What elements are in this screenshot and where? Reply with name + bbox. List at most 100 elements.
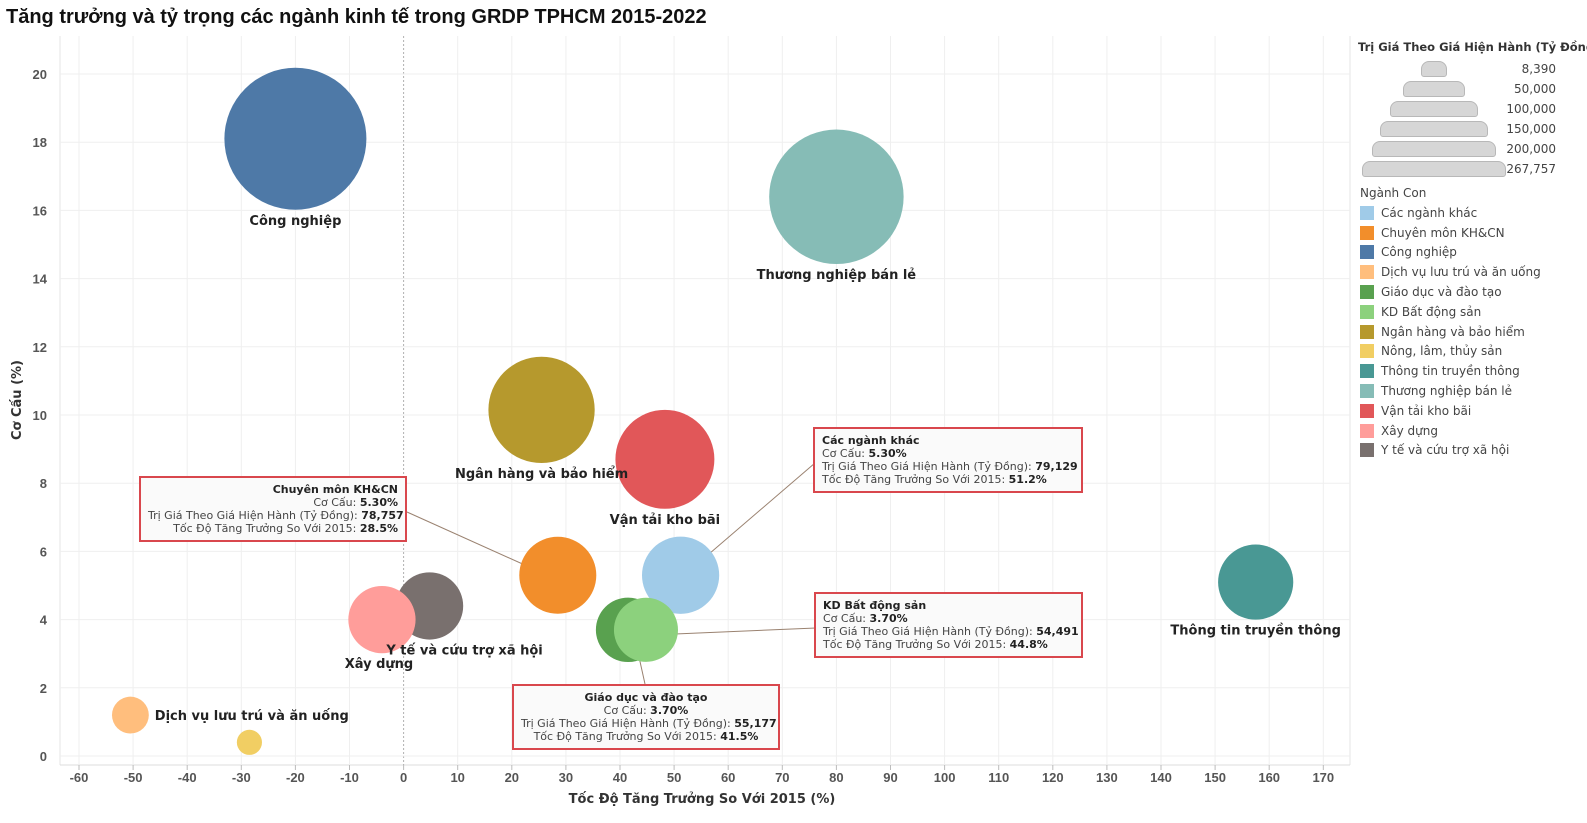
legend-swatch [1360, 265, 1374, 280]
legend-label: Dịch vụ lưu trú và ăn uống [1381, 265, 1541, 280]
size-legend-value: 150,000 [1506, 122, 1556, 136]
bubble-thuong-nghiep-ban-le[interactable] [769, 129, 904, 264]
bubble-label-dich-vu-luu-tru-va-an-uong: Dịch vụ lưu trú và ăn uống [155, 709, 349, 724]
legend-swatch [1360, 443, 1374, 458]
color-legend: Ngành Con Các ngành khác Chuyên môn KH&CN… [1360, 186, 1541, 460]
x-tick-label: -50 [124, 770, 143, 785]
chart-title: Tăng trưởng và tỷ trọng các ngành kinh t… [6, 6, 707, 28]
tooltip-row-toc-do: Tốc Độ Tăng Trưởng So Với 2015: 28.5% [173, 522, 398, 535]
x-tick-label: 20 [505, 770, 519, 785]
legend-swatch [1360, 205, 1374, 220]
legend-item-xay-dung[interactable]: Xây dựng [1360, 421, 1541, 441]
x-axis-label: Tốc Độ Tăng Trưởng So Với 2015 (%) [569, 792, 836, 807]
bubble-cong-nghiep[interactable] [224, 67, 367, 210]
legend-label: Nông, lâm, thủy sản [1381, 344, 1503, 359]
x-tick-label: 70 [775, 770, 789, 785]
tooltip-title: KD Bất động sản [823, 599, 927, 612]
y-tick-label: 12 [33, 340, 47, 355]
tooltip-row-tri-gia: Trị Giá Theo Giá Hiện Hành (Tỷ Đồng): 78… [148, 509, 404, 522]
size-legend-title: Trị Giá Theo Giá Hiện Hành (Tỷ Đồng) [1358, 40, 1587, 54]
x-tick-label: 100 [934, 770, 956, 785]
y-tick-label: 4 [40, 613, 48, 628]
x-tick-label: -40 [178, 770, 197, 785]
size-legend-shape [1362, 161, 1506, 177]
bubble-chuyen-mon-kh-cn[interactable] [519, 536, 597, 614]
size-legend-value: 200,000 [1506, 142, 1556, 156]
legend-swatch [1360, 364, 1374, 379]
legend-item-y-te-va-cuu-tro-xa-hoi[interactable]: Y tế và cứu trợ xã hội [1360, 441, 1541, 461]
legend-label: Các ngành khác [1381, 205, 1478, 220]
tooltip-row-toc-do: Tốc Độ Tăng Trưởng So Với 2015: 41.5% [533, 730, 759, 743]
bubble-thong-tin-truyen-thong[interactable] [1218, 544, 1294, 620]
bubble-nong-lam-thuy-san[interactable] [236, 729, 262, 755]
size-legend: Trị Giá Theo Giá Hiện Hành (Tỷ Đồng) 8,3… [1358, 40, 1587, 179]
y-tick-label: 2 [40, 681, 47, 696]
legend-item-cong-nghiep[interactable]: Công nghiệp [1360, 243, 1541, 263]
x-tick-label: 60 [721, 770, 735, 785]
legend-swatch [1360, 245, 1374, 260]
bubble-label-y-te-va-cuu-tro-xa-hoi: Y tế và cứu trợ xã hội [385, 644, 542, 659]
tooltip-title: Chuyên môn KH&CN [272, 483, 398, 496]
bubble-label-layer: Công nghiệp Thương nghiệp bán lẻ Ngân hàng… [155, 214, 1341, 724]
x-tick-label: 110 [988, 770, 1009, 785]
legend-swatch [1360, 225, 1374, 240]
bubble-ngan-hang-va-bao-hiem[interactable] [488, 356, 595, 464]
x-tick-label: 130 [1096, 770, 1118, 785]
y-tick-label: 14 [33, 272, 48, 287]
legend-swatch [1360, 304, 1374, 319]
tooltip-kd-bat-dong-san: KD Bất động sản Cơ Cấu: 3.70% Trị Giá Th… [814, 592, 1083, 658]
x-tick-label: 150 [1204, 770, 1226, 785]
legend-label: Y tế và cứu trợ xã hội [1381, 443, 1510, 458]
size-legend-rows: 8,390 50,000 100,000 150,000 200,000 267,757 [1358, 59, 1586, 179]
size-legend-value: 8,390 [1521, 62, 1556, 76]
tooltip-chuyen-mon: Chuyên môn KH&CN Cơ Cấu: 5.30% Trị Giá T… [139, 476, 407, 542]
legend-item-thuong-nghiep-ban-le[interactable]: Thương nghiệp bán lẻ [1360, 381, 1541, 401]
tooltip-row-co-cau: Cơ Cấu: 5.30% [822, 447, 907, 460]
size-legend-row: 50,000 [1358, 79, 1586, 99]
legend-swatch [1360, 344, 1374, 359]
legend-item-dich-vu-luu-tru-va-an-uong[interactable]: Dịch vụ lưu trú và ăn uống [1360, 262, 1541, 282]
tooltip-title: Giáo dục và đào tạo [584, 691, 708, 704]
legend-label: Chuyên môn KH&CN [1381, 225, 1505, 240]
bubble-xay-dung[interactable] [348, 585, 416, 654]
legend-item-ngan-hang-va-bao-hiem[interactable]: Ngân hàng và bảo hiểm [1360, 322, 1541, 342]
x-tick-label: 170 [1312, 770, 1334, 785]
tooltip-cac-nganh-khac: Các ngành khác Cơ Cấu: 5.30% Trị Giá The… [813, 427, 1083, 493]
y-tick-label: 16 [33, 203, 47, 218]
legend-swatch [1360, 324, 1374, 339]
bubble-label-xay-dung: Xây dựng [345, 657, 414, 672]
bubble-van-tai-kho-bai[interactable] [615, 409, 715, 509]
legend-item-thong-tin-truyen-thong[interactable]: Thông tin truyền thông [1360, 361, 1541, 381]
legend-swatch [1360, 285, 1374, 300]
legend-item-giao-duc-va-dao-tao[interactable]: Giáo dục và đào tạo [1360, 282, 1541, 302]
x-tick-label: -10 [340, 770, 359, 785]
legend-item-van-tai-kho-bai[interactable]: Vận tải kho bãi [1360, 401, 1541, 421]
legend-item-kd-bat-dong-san[interactable]: KD Bất động sản [1360, 302, 1541, 322]
legend-item-chuyen-mon-kh-cn[interactable]: Chuyên môn KH&CN [1360, 223, 1541, 243]
bubble-dich-vu-luu-tru-va-an-uong[interactable] [111, 696, 149, 734]
bubble-label-thuong-nghiep-ban-le: Thương nghiệp bán lẻ [757, 268, 917, 283]
y-tick-label: 0 [40, 749, 47, 764]
x-tick-label: 160 [1258, 770, 1280, 785]
tooltip-row-toc-do: Tốc Độ Tăng Trưởng So Với 2015: 51.2% [822, 473, 1047, 486]
tooltip-row-tri-gia: Trị Giá Theo Giá Hiện Hành (Tỷ Đồng): 79… [822, 460, 1078, 473]
legend-item-nong-lam-thuy-san[interactable]: Nông, lâm, thủy sản [1360, 342, 1541, 362]
bubble-label-van-tai-kho-bai: Vận tải kho bãi [610, 513, 720, 528]
legend-item-cac-nganh-khac[interactable]: Các ngành khác [1360, 203, 1541, 223]
leader-line-kd-bat-dong-san [674, 627, 817, 635]
bubble-label-ngan-hang-va-bao-hiem: Ngân hàng và bảo hiểm [455, 466, 628, 482]
size-legend-row: 8,390 [1358, 59, 1586, 79]
x-tick-label: 30 [559, 770, 573, 785]
y-tick-label: 18 [33, 135, 47, 150]
bubble-cac-nganh-khac[interactable] [641, 536, 720, 614]
x-tick-label: -20 [286, 770, 305, 785]
x-tick-label: 140 [1150, 770, 1172, 785]
bubble-label-cong-nghiep: Công nghiệp [249, 214, 341, 229]
size-legend-shape [1402, 81, 1466, 97]
x-tick-label: -60 [70, 770, 89, 785]
x-tick-label: -30 [232, 770, 251, 785]
y-tick-label: 10 [33, 408, 47, 423]
bubble-kd-bat-dong-san[interactable] [613, 597, 678, 662]
size-legend-shape [1380, 121, 1488, 137]
